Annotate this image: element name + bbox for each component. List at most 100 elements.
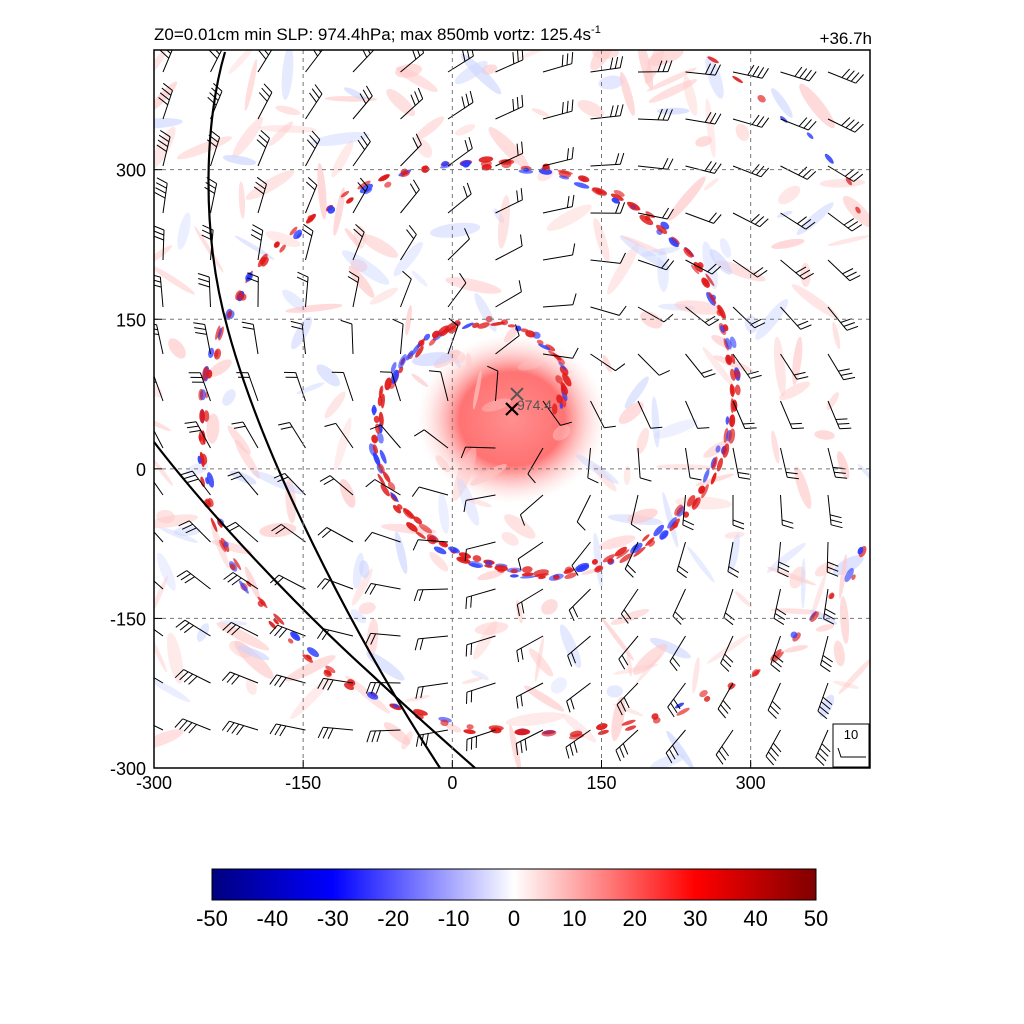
vorticity-patch-negative [702, 241, 718, 290]
wind-barb [827, 400, 852, 430]
wind-barb-flag [815, 757, 825, 766]
wind-barb-shaft [667, 682, 686, 708]
wind-barb-flag [782, 524, 794, 529]
colorbar-tick-label: 30 [683, 906, 707, 931]
spiral-band-positive [257, 601, 264, 607]
vorticity-patch-positive [531, 108, 550, 117]
wind-barb-flag [409, 183, 417, 194]
wind-barb-flag [161, 87, 172, 96]
wind-barb [637, 447, 652, 482]
wind-barb-flag [754, 322, 766, 329]
wind-barb-flag [256, 176, 267, 185]
wind-barb-flag [840, 372, 853, 376]
wind-barb [542, 52, 574, 73]
wind-barb [732, 114, 770, 128]
wind-barb-shaft [568, 588, 591, 611]
wind-barb [717, 682, 734, 719]
wind-barb-flag [772, 742, 782, 753]
wind-barb-flag [296, 276, 308, 283]
wind-barb-flag [761, 68, 769, 79]
vorticity-patch-positive [228, 50, 254, 74]
wind-barb [154, 580, 164, 590]
wind-barb-flag [715, 754, 724, 765]
vorticity-patch-positive [501, 531, 519, 546]
spiral-band-positive [215, 325, 221, 340]
wind-barb-flag [305, 181, 316, 191]
wind-barb-flag [461, 96, 466, 109]
wind-barb-shaft [620, 588, 639, 615]
wind-barb-flag [614, 56, 619, 69]
wind-barb-shaft [590, 353, 616, 372]
vorticity-patch-negative [598, 75, 624, 90]
wind-barb [247, 272, 259, 308]
wind-barb-shaft [465, 494, 496, 501]
vorticity-patch-positive [344, 228, 361, 247]
wind-barb [568, 588, 591, 622]
wind-barb-flag [428, 370, 441, 373]
wind-barb [667, 682, 686, 718]
wind-barb [777, 541, 790, 578]
wind-barb-shaft [184, 619, 211, 637]
wind-barb-flag [571, 147, 574, 159]
spiral-band-positive [428, 338, 437, 346]
wind-barb-shaft [335, 423, 354, 449]
wind-barb [495, 188, 523, 214]
spiral-band-negative [197, 455, 202, 465]
wind-barb-flag [667, 706, 675, 718]
wind-barb-flag [412, 539, 419, 551]
wind-barb-flag [798, 166, 808, 176]
y-tick-label: 0 [136, 460, 146, 480]
wind-barb [727, 541, 740, 578]
spiral-band-positive [725, 354, 733, 366]
wind-barb-shaft [542, 304, 573, 308]
spiral-band-positive [701, 483, 709, 499]
wind-barb-flag [799, 68, 808, 79]
wind-barb-flag [470, 643, 473, 656]
wind-barb-shaft [305, 93, 323, 120]
wind-barb-flag [321, 580, 330, 590]
vorticity-patch-positive [577, 100, 604, 118]
wind-barb-flag [519, 514, 526, 526]
vorticity-patch-positive [648, 79, 698, 103]
boundary-lines [154, 51, 476, 768]
wind-barb-flag [364, 532, 373, 542]
wind-barb-shaft [192, 470, 211, 496]
wind-barb-flag [408, 224, 417, 235]
spiral-band-positive [707, 56, 719, 64]
vorticity-patch-positive [517, 359, 543, 371]
vorticity-patch-negative [157, 552, 176, 591]
spiral-band-positive [703, 696, 711, 702]
wind-barb-flag [757, 269, 768, 278]
spiral-band-positive [699, 690, 708, 698]
wind-barb [241, 321, 259, 355]
wind-barb-flag [846, 325, 859, 331]
wind-barb-flag [311, 130, 321, 140]
wind-barb-flag [362, 50, 368, 58]
wind-barb [224, 521, 259, 543]
wind-barb-flag [376, 730, 381, 743]
wind-barb-flag [527, 473, 536, 484]
wind-barb-flag [571, 52, 574, 64]
vorticity-patch-positive [814, 562, 834, 577]
wind-barb-flag [516, 604, 520, 616]
wind-barb-flag [154, 192, 166, 199]
vorticity-patch-negative [833, 555, 864, 576]
wind-barb-shaft [238, 471, 259, 496]
wind-barb-flag [805, 221, 816, 230]
wind-barb-flag [418, 589, 424, 601]
wind-barb-flag [415, 735, 419, 747]
wind-barb [767, 682, 781, 719]
vorticity-patch-positive [592, 464, 617, 492]
spiral-band-negative [725, 416, 730, 425]
wind-reference-arrow [837, 747, 866, 758]
wind-barb-flag [226, 722, 235, 733]
spiral-band-positive [357, 180, 371, 190]
wind-barb-shaft [827, 494, 832, 525]
vorticity-patch-negative [366, 651, 405, 681]
wind-barb-flag [568, 609, 575, 622]
wind-barb-flag [841, 117, 851, 126]
vorticity-patch-negative [709, 249, 732, 275]
wind-barb-flag [180, 573, 192, 581]
wind-barb-flag [189, 429, 201, 433]
vorticity-patch-negative [352, 552, 364, 589]
